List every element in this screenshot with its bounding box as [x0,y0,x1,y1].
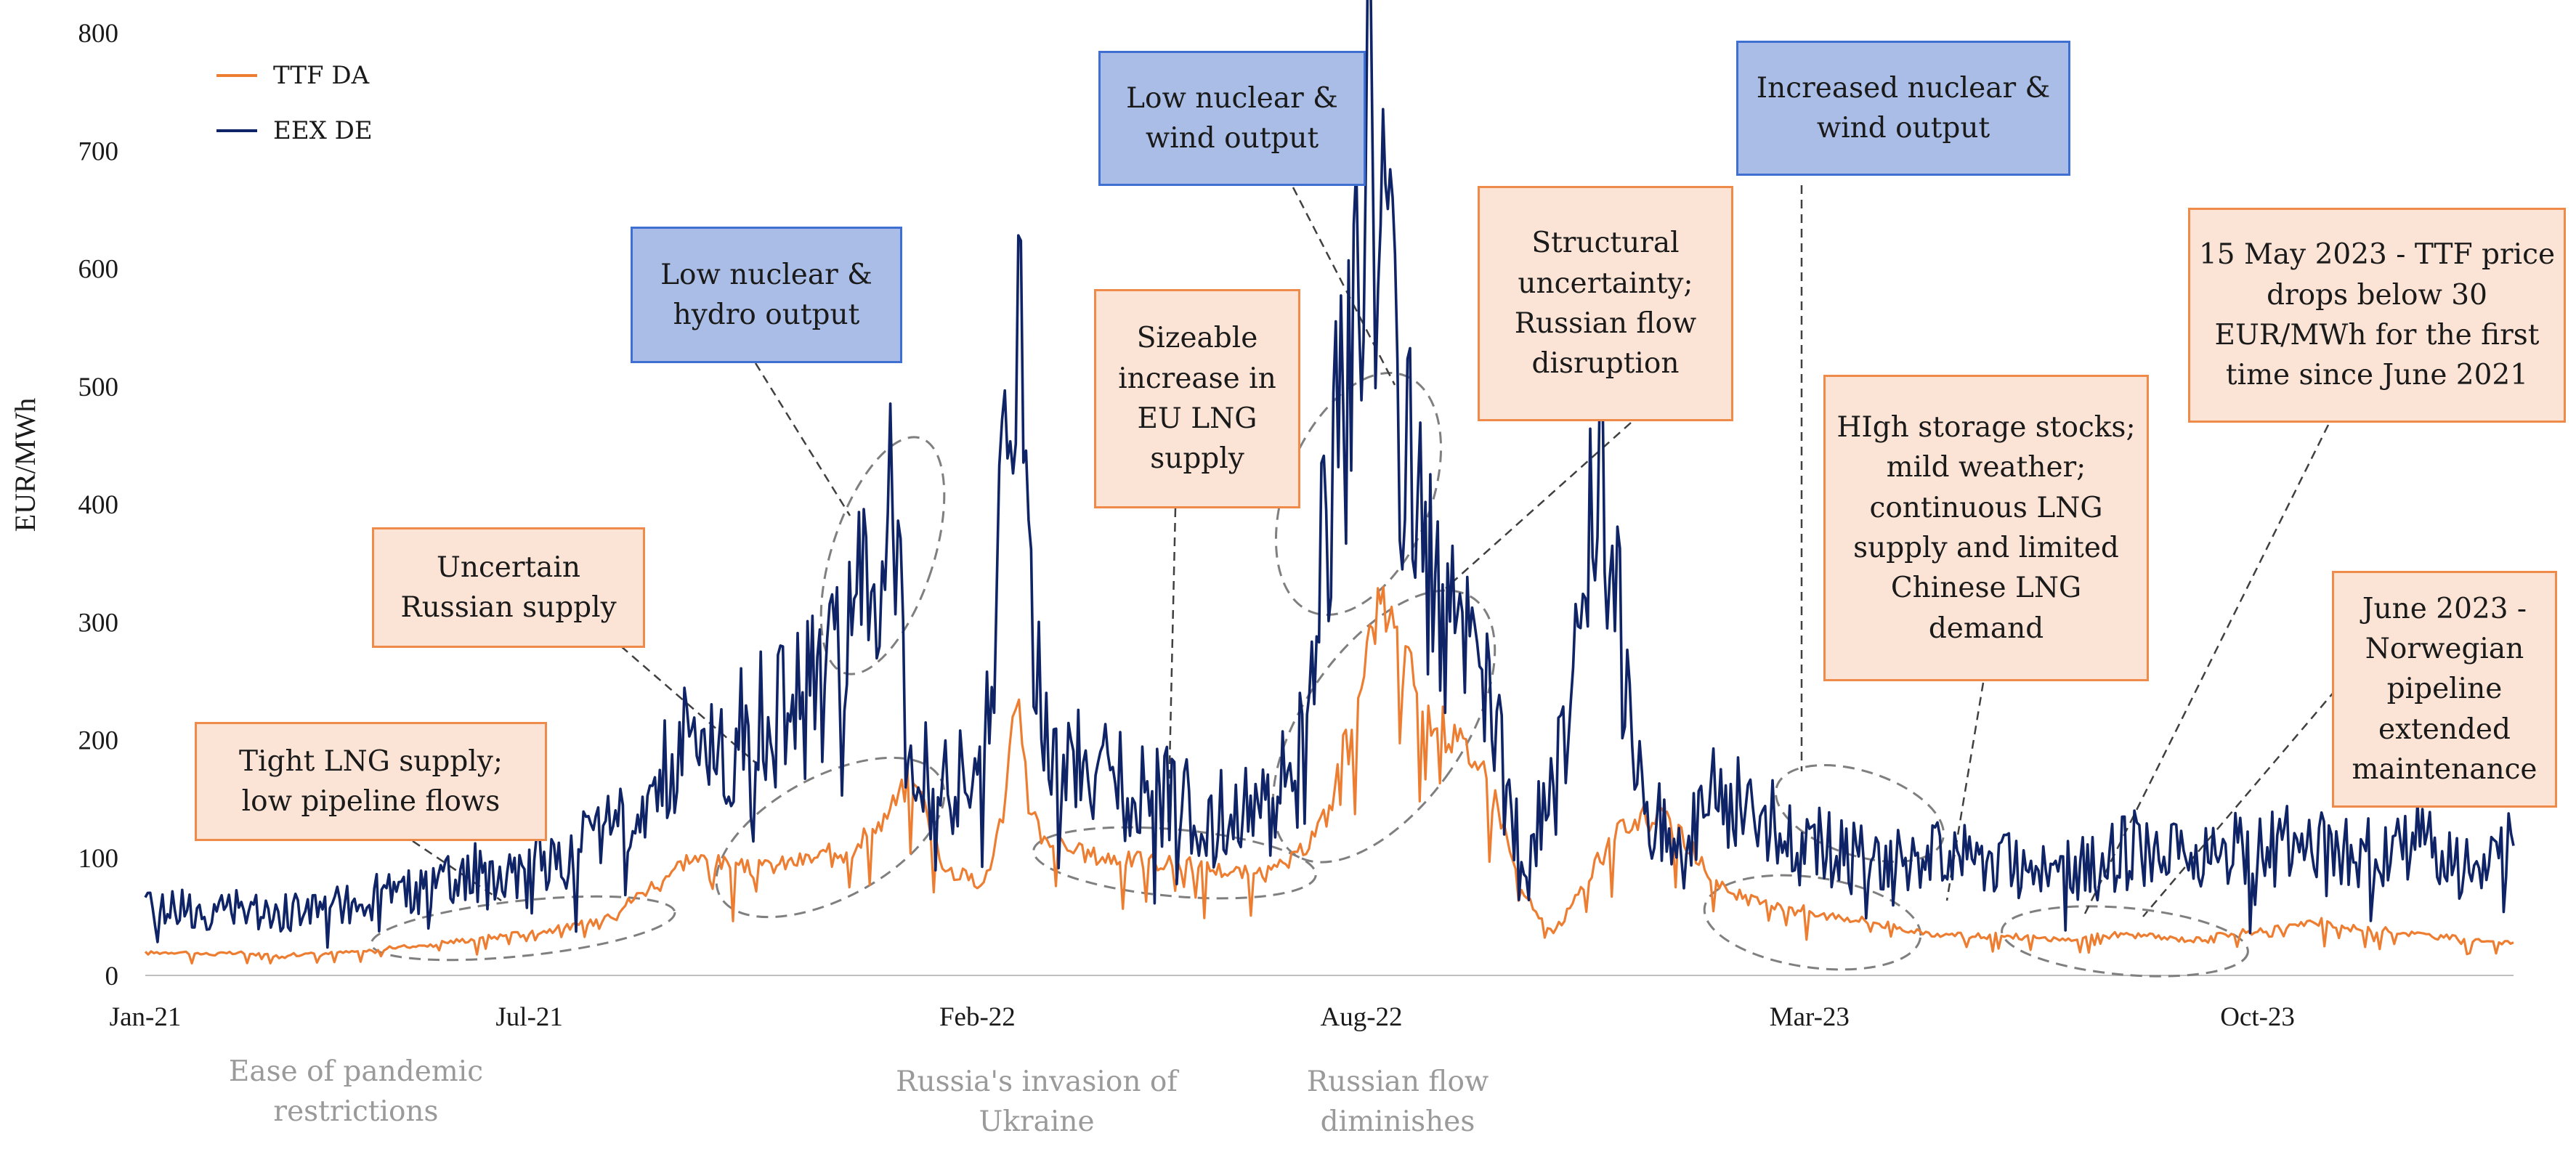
ellipse-low-nuclear-hydro [819,436,946,675]
annotation-line: time since June 2021 [2225,359,2529,392]
y-axis-label: EUR/MWh [9,398,41,532]
annotation-line: supply and limited [1853,532,2119,564]
y-axis-ticks: 0 100 200 300 400 500 600 700 800 [78,19,119,991]
annotation-line: continuous LNG [1869,491,2103,524]
ellipse-tight-lng [370,895,676,962]
leader-low-nuclear-hydro [754,362,851,516]
annotation-line: demand [1928,612,2044,645]
annotation-line: Chinese LNG [1890,572,2082,605]
x-tick-label: Mar-23 [1770,1002,1850,1032]
annotation-line: drops below 30 [2267,278,2487,312]
event-line: Ukraine [979,1105,1095,1139]
annotation-line: Structural [1531,227,1680,260]
event-line: Ease of pandemic [228,1055,484,1088]
annotation-line: HIgh storage stocks; [1836,410,2136,444]
event-line: Russia's invasion of [896,1065,1178,1098]
y-tick-label: 800 [78,19,119,49]
y-tick-label: 600 [78,255,119,285]
annotation-line: EU LNG [1137,402,1257,435]
annotation-low-nuclear-hydro: Low nuclear & hydro output [631,227,902,363]
ellipse-high-storage [1703,874,1922,971]
ellipse-uncertain-russian [715,756,946,919]
event-line: restrictions [273,1095,439,1129]
annotation-line: wind output [1816,112,1990,145]
annotation-line: 15 May 2023 - TTF price [2198,238,2556,272]
annotation-line: Norwegian [2365,632,2524,665]
annotation-line: Increased nuclear & [1756,71,2051,105]
legend-ttf-label: TTF DA [273,61,370,90]
x-tick-label: Feb-22 [939,1002,1016,1032]
annotation-line: maintenance [2352,753,2537,787]
y-tick-label: 700 [78,137,119,166]
series-line-ttf-da [144,585,2514,965]
y-tick-label: 200 [78,726,119,756]
ellipse-structural [1271,589,1496,864]
annotation-line: Russian supply [400,591,617,624]
event-line: diminishes [1320,1105,1475,1139]
annotation-line: mild weather; [1886,451,2086,484]
legend-ttf: TTF DA [216,61,369,90]
annotation-line: Sizeable [1136,322,1258,355]
annotation-may-2023: 15 May 2023 - TTF price drops below 30 E… [2188,208,2566,423]
annotation-line: increase in [1118,362,1276,395]
ellipse-june-2023 [2001,905,2249,978]
leader-sizeable-increase [1167,508,1177,830]
annotation-line: Low nuclear & [660,258,872,291]
annotation-increased-nuclear: Increased nuclear & wind output [1736,41,2070,176]
leader-uncertain-russian [620,646,756,763]
annotation-line: Low nuclear & [1126,81,1338,115]
annotation-line: uncertainty; [1518,267,1693,300]
annotation-line: Tight LNG supply; [239,744,503,778]
ellipse-sizeable-increase [1032,826,1317,900]
annotation-line: pipeline [2386,673,2503,706]
event-invasion: Russia's invasion of Ukraine [896,1062,1178,1142]
leader-high-storage [1945,682,1985,901]
event-pandemic: Ease of pandemic restrictions [229,1052,483,1132]
annotation-line: Russian flow [1514,307,1697,340]
annotation-line: hydro output [673,299,860,331]
annotation-line: Uncertain [436,551,581,584]
annotation-line: supply [1150,442,1244,476]
x-tick-label: Jul-21 [495,1002,563,1032]
event-line: Russian flow [1306,1065,1489,1098]
annotation-line: EUR/MWh for the first [2214,319,2540,352]
annotation-line: disruption [1531,347,1680,381]
leader-low-nuclear-wind [1292,187,1396,386]
annotation-line: extended [2378,712,2511,746]
leader-june-2023 [2142,689,2336,917]
annotation-sizeable-increase: Sizeable increase in EU LNG supply [1094,289,1300,508]
y-tick-label: 100 [78,844,119,874]
x-tick-label: Aug-22 [1321,1002,1403,1032]
legend-eex-label: EEX DE [273,116,373,145]
annotation-line: June 2023 - [2362,592,2527,625]
annotation-june-2023: June 2023 - Norwegian pipeline extended … [2332,571,2557,808]
annotation-high-storage: HIgh storage stocks; mild weather; conti… [1823,375,2149,681]
legend-eex-swatch [216,129,257,132]
leader-structural [1445,422,1632,589]
annotation-tight-lng: Tight LNG supply; low pipeline flows [195,722,547,841]
x-tick-label: Jan-21 [110,1002,182,1032]
legend-ttf-swatch [216,74,257,77]
annotation-line: wind output [1145,122,1319,155]
y-tick-label: 300 [78,608,119,638]
legend-eex: EEX DE [216,116,373,145]
annotation-uncertain-russian: Uncertain Russian supply [372,527,645,648]
annotation-structural: Structural uncertainty; Russian flow dis… [1478,186,1733,421]
y-tick-label: 400 [78,490,119,520]
event-flow-diminishes: Russian flow diminishes [1307,1062,1489,1142]
y-tick-label: 500 [78,373,119,402]
annotation-line: low pipeline flows [241,785,501,818]
x-tick-label: Oct-23 [2220,1002,2295,1032]
annotation-low-nuclear-wind: Low nuclear & wind output [1098,51,1366,186]
y-tick-label: 0 [105,962,119,991]
x-axis-ticks: Jan-21 Jul-21 Feb-22 Aug-22 Mar-23 Oct-23 [110,1002,2295,1032]
